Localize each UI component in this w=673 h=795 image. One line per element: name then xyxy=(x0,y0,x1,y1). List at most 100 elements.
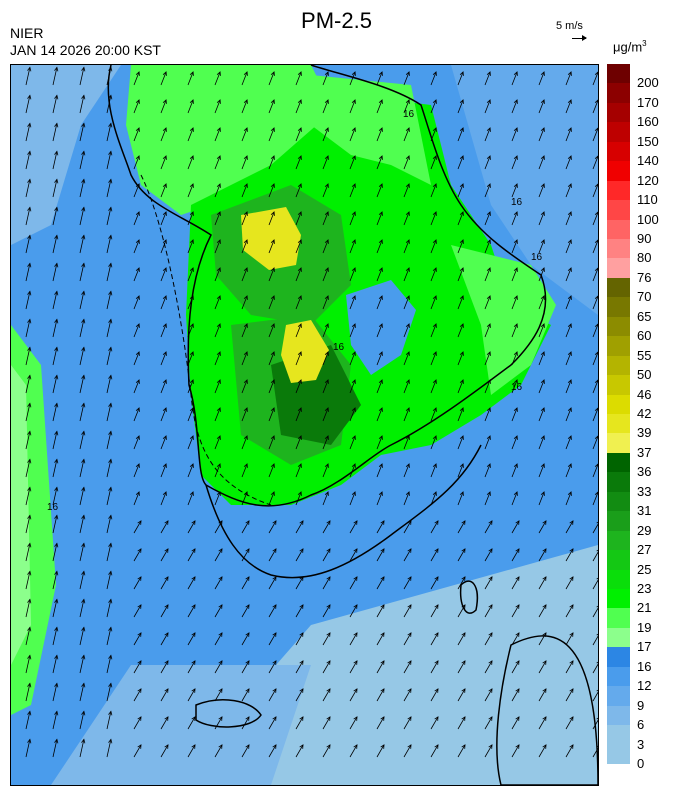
wind-vector-head xyxy=(189,351,194,356)
wind-vector-head xyxy=(407,604,412,609)
wind-vector-head xyxy=(405,323,410,328)
wind-vector xyxy=(187,239,194,254)
contour-label: 16 xyxy=(47,502,59,513)
wind-vector xyxy=(52,375,58,394)
wind-vector-head xyxy=(27,486,32,492)
wind-vector xyxy=(403,99,410,114)
wind-vector xyxy=(268,435,275,450)
wind-vector-head xyxy=(542,604,547,609)
wind-vector xyxy=(403,744,412,758)
wind-vector xyxy=(52,67,58,86)
wind-vector-head xyxy=(540,99,545,104)
wind-vector-head xyxy=(513,407,518,412)
wind-vector-head xyxy=(486,99,491,104)
wind-vector-head xyxy=(270,267,275,272)
wind-vector-head xyxy=(405,435,410,440)
wind-vector-head xyxy=(432,211,437,216)
wind-vector xyxy=(187,155,194,170)
wind-vector xyxy=(457,435,464,450)
wind-vector xyxy=(430,660,439,674)
wind-vector-head xyxy=(326,688,331,693)
wind-vector xyxy=(187,99,194,114)
wind-vector xyxy=(430,548,439,562)
wind-vector xyxy=(25,291,31,310)
wind-vector xyxy=(430,716,439,730)
wind-vector xyxy=(484,127,491,142)
legend-swatch xyxy=(607,530,630,551)
wind-vector xyxy=(79,319,85,338)
wind-vector-head xyxy=(272,660,277,665)
wind-vector xyxy=(160,491,167,506)
wind-vector-head xyxy=(567,379,572,384)
wind-vector-head xyxy=(81,262,86,268)
wind-vector-head xyxy=(297,127,302,132)
wind-vector xyxy=(79,403,85,422)
wind-scale-arrow-icon xyxy=(572,35,587,41)
wind-vector-head xyxy=(162,183,167,188)
wind-vector xyxy=(79,599,85,618)
wind-vector xyxy=(457,463,464,478)
wind-vector-head xyxy=(378,323,383,328)
wind-vector xyxy=(511,548,520,562)
wind-vector xyxy=(79,67,85,86)
wind-vector xyxy=(133,604,142,618)
wind-vector xyxy=(403,604,412,618)
wind-vector xyxy=(376,716,385,730)
wind-vector xyxy=(565,744,574,758)
wind-vector xyxy=(538,604,547,618)
wind-vector-head xyxy=(191,548,196,553)
wind-vector xyxy=(538,127,545,142)
wind-vector xyxy=(457,127,464,142)
wind-vector xyxy=(430,267,437,282)
wind-vector xyxy=(106,263,112,282)
wind-vector xyxy=(457,351,464,366)
wind-vector-head xyxy=(594,463,598,468)
wind-vector xyxy=(376,211,383,226)
wind-vector xyxy=(349,660,358,674)
wind-vector xyxy=(268,632,277,646)
wind-vector xyxy=(160,604,169,618)
wind-vector-head xyxy=(299,744,304,749)
wind-vector-head xyxy=(162,491,167,496)
wind-vector-head xyxy=(27,738,32,744)
wind-vector-head xyxy=(27,710,32,716)
wind-vector-head xyxy=(567,127,572,132)
wind-vector xyxy=(52,655,58,674)
wind-vector xyxy=(565,491,572,506)
wind-vector-head xyxy=(407,548,412,553)
wind-vector xyxy=(133,407,140,422)
legend-swatch xyxy=(607,161,630,182)
wind-vector-head xyxy=(488,632,493,637)
wind-vector-head xyxy=(486,463,491,468)
wind-vector-head xyxy=(270,71,275,76)
wind-vector-head xyxy=(54,346,59,352)
wind-vector-head xyxy=(461,716,466,721)
wind-vector-head xyxy=(432,435,437,440)
wind-vector-head xyxy=(108,262,113,268)
wind-vector-head xyxy=(108,654,113,660)
wind-vector xyxy=(160,127,167,142)
wind-vector-head xyxy=(162,239,167,244)
wind-vector xyxy=(349,688,358,702)
wind-vector-head xyxy=(54,206,59,212)
wind-vector xyxy=(187,351,194,366)
wind-vector-head xyxy=(54,430,59,436)
wind-vector-head xyxy=(270,407,275,412)
wind-vector xyxy=(592,99,598,114)
wind-vector xyxy=(565,520,574,534)
wind-vector-head xyxy=(162,407,167,412)
wind-vector xyxy=(79,375,85,394)
wind-vector xyxy=(106,543,112,562)
wind-vector xyxy=(430,127,437,142)
wind-vector-head xyxy=(434,604,439,609)
wind-vector xyxy=(187,744,196,758)
wind-vector xyxy=(25,95,31,114)
wind-vector-head xyxy=(54,318,59,324)
legend-swatch xyxy=(607,83,630,104)
wind-vector-head xyxy=(81,458,86,464)
wind-vector-head xyxy=(324,71,329,76)
wind-vector-head xyxy=(488,744,493,749)
wind-vector-head xyxy=(405,211,410,216)
wind-vector-head xyxy=(189,463,194,468)
legend-label: 9 xyxy=(637,697,645,713)
